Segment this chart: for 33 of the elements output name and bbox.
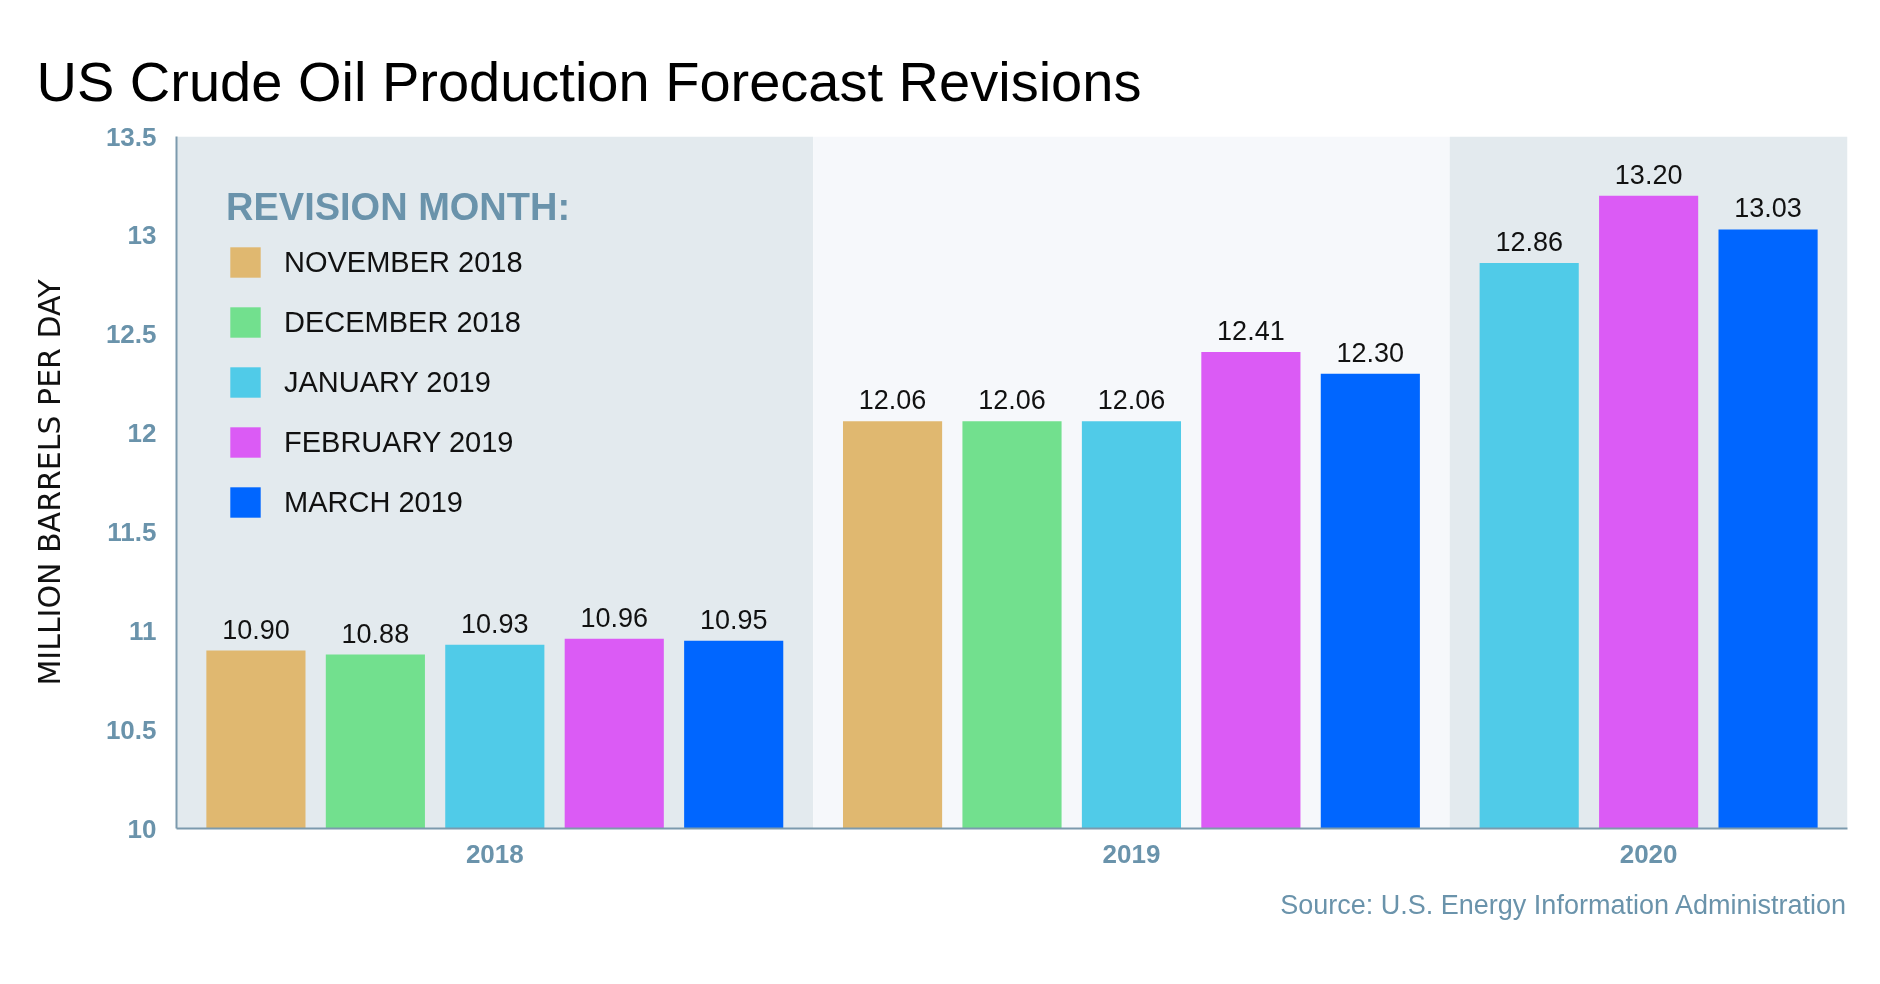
data-label: 10.95 bbox=[699, 604, 768, 635]
data-label: 12.86 bbox=[1495, 227, 1563, 258]
data-label: 10.96 bbox=[580, 602, 649, 633]
data-label: 12.06 bbox=[858, 385, 927, 416]
y-tick-label: 13 bbox=[127, 220, 157, 251]
data-label: 10.88 bbox=[341, 618, 410, 649]
y-tick-label: 11.5 bbox=[107, 516, 157, 547]
x-tick-label: 2020 bbox=[1619, 838, 1678, 869]
data-label: 12.06 bbox=[1097, 385, 1166, 416]
x-tick-label: 2019 bbox=[1102, 838, 1161, 869]
data-label: 12.30 bbox=[1336, 337, 1405, 368]
legend-label: NOVEMBER 2018 bbox=[284, 245, 523, 279]
legend-title: REVISION MONTH: bbox=[226, 186, 571, 229]
legend-label: FEBRUARY 2019 bbox=[284, 425, 514, 459]
data-label: 10.90 bbox=[222, 614, 290, 645]
data-label: 12.06 bbox=[978, 385, 1046, 416]
source-note: Source: U.S. Energy Information Administration bbox=[1280, 889, 1847, 920]
legend-label: MARCH 2019 bbox=[284, 485, 463, 519]
y-tick-label: 12 bbox=[127, 418, 157, 449]
data-label: 10.93 bbox=[461, 608, 529, 639]
legend-label: DECEMBER 2018 bbox=[284, 305, 521, 339]
y-tick-label: 11 bbox=[129, 615, 157, 646]
data-label: 13.03 bbox=[1734, 193, 1802, 224]
x-tick-label: 2018 bbox=[465, 838, 524, 869]
y-tick-label: 10 bbox=[127, 813, 157, 844]
y-tick-label: 13.5 bbox=[105, 121, 157, 152]
legend-label: JANUARY 2019 bbox=[284, 365, 491, 399]
data-label: 12.41 bbox=[1217, 316, 1285, 347]
y-tick-label: 12.5 bbox=[105, 319, 157, 350]
y-axis-title: MILLION BARRELS PER DAY bbox=[31, 278, 67, 686]
data-label: 13.20 bbox=[1614, 159, 1683, 190]
y-tick-label: 10.5 bbox=[105, 714, 157, 745]
chart-title: US Crude Oil Production Forecast Revisions bbox=[36, 49, 1142, 113]
